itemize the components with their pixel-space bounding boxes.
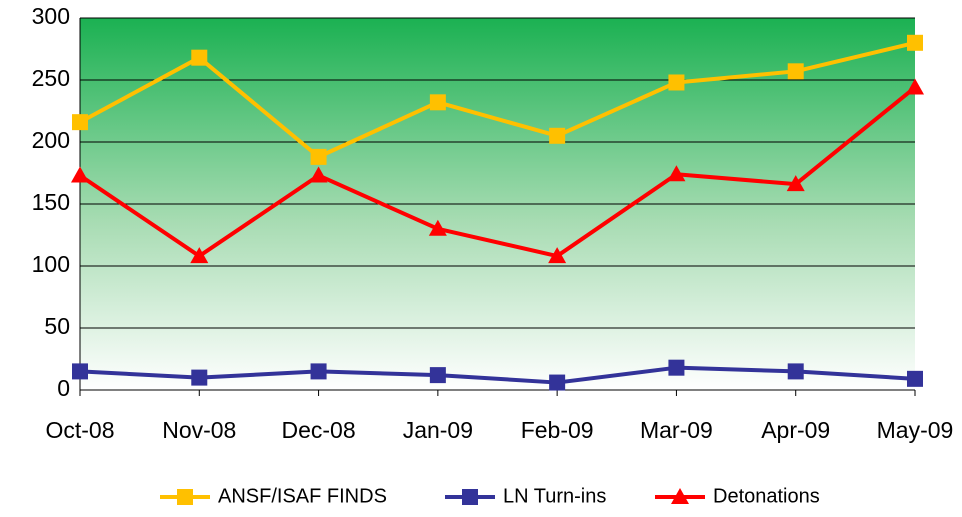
- y-tick-label: 150: [32, 189, 70, 215]
- series-line: [79, 365, 916, 385]
- data-point: [191, 369, 208, 386]
- x-tick-label: Dec-08: [281, 417, 355, 443]
- series-line: [78, 85, 917, 259]
- y-tick-label: 50: [44, 313, 70, 339]
- legend-label: Detonations: [713, 485, 820, 507]
- x-tick-label: Feb-09: [521, 417, 594, 443]
- x-tick-label: Mar-09: [640, 417, 713, 443]
- data-point: [906, 78, 924, 95]
- legend-marker: [671, 488, 689, 504]
- data-point: [429, 367, 446, 384]
- x-tick-label: Nov-08: [162, 417, 236, 443]
- data-point: [787, 363, 804, 380]
- data-point: [429, 94, 446, 111]
- series-line: [79, 40, 916, 159]
- data-point: [668, 74, 685, 91]
- data-point: [548, 247, 567, 264]
- y-tick-label: 200: [32, 127, 70, 153]
- x-tick-label: Apr-09: [761, 417, 830, 443]
- data-point: [72, 363, 88, 380]
- y-tick-label: 0: [57, 375, 70, 401]
- data-point: [191, 49, 208, 66]
- x-tick-label: Oct-08: [45, 417, 114, 443]
- data-point: [787, 63, 804, 80]
- data-point: [668, 359, 685, 376]
- legend-marker: [177, 489, 193, 505]
- data-point: [428, 219, 447, 236]
- x-tick-label: May-09: [877, 417, 954, 443]
- legend-label: ANSF/ISAF FINDS: [218, 485, 387, 507]
- legend-label: LN Turn-ins: [503, 485, 606, 507]
- data-point: [549, 127, 566, 144]
- data-point: [309, 166, 328, 183]
- data-point: [786, 175, 805, 192]
- y-tick-label: 250: [32, 65, 70, 91]
- y-tick-label: 300: [32, 3, 70, 29]
- data-point: [667, 165, 686, 182]
- data-point: [71, 166, 89, 183]
- data-point: [310, 148, 327, 165]
- data-point: [907, 34, 923, 51]
- x-tick-label: Jan-09: [403, 417, 473, 443]
- data-point: [549, 374, 566, 391]
- data-point: [190, 247, 209, 264]
- data-point: [72, 114, 88, 131]
- y-tick-label: 100: [32, 251, 70, 277]
- data-point: [310, 363, 327, 380]
- data-point: [907, 370, 923, 387]
- legend-marker: [462, 489, 478, 505]
